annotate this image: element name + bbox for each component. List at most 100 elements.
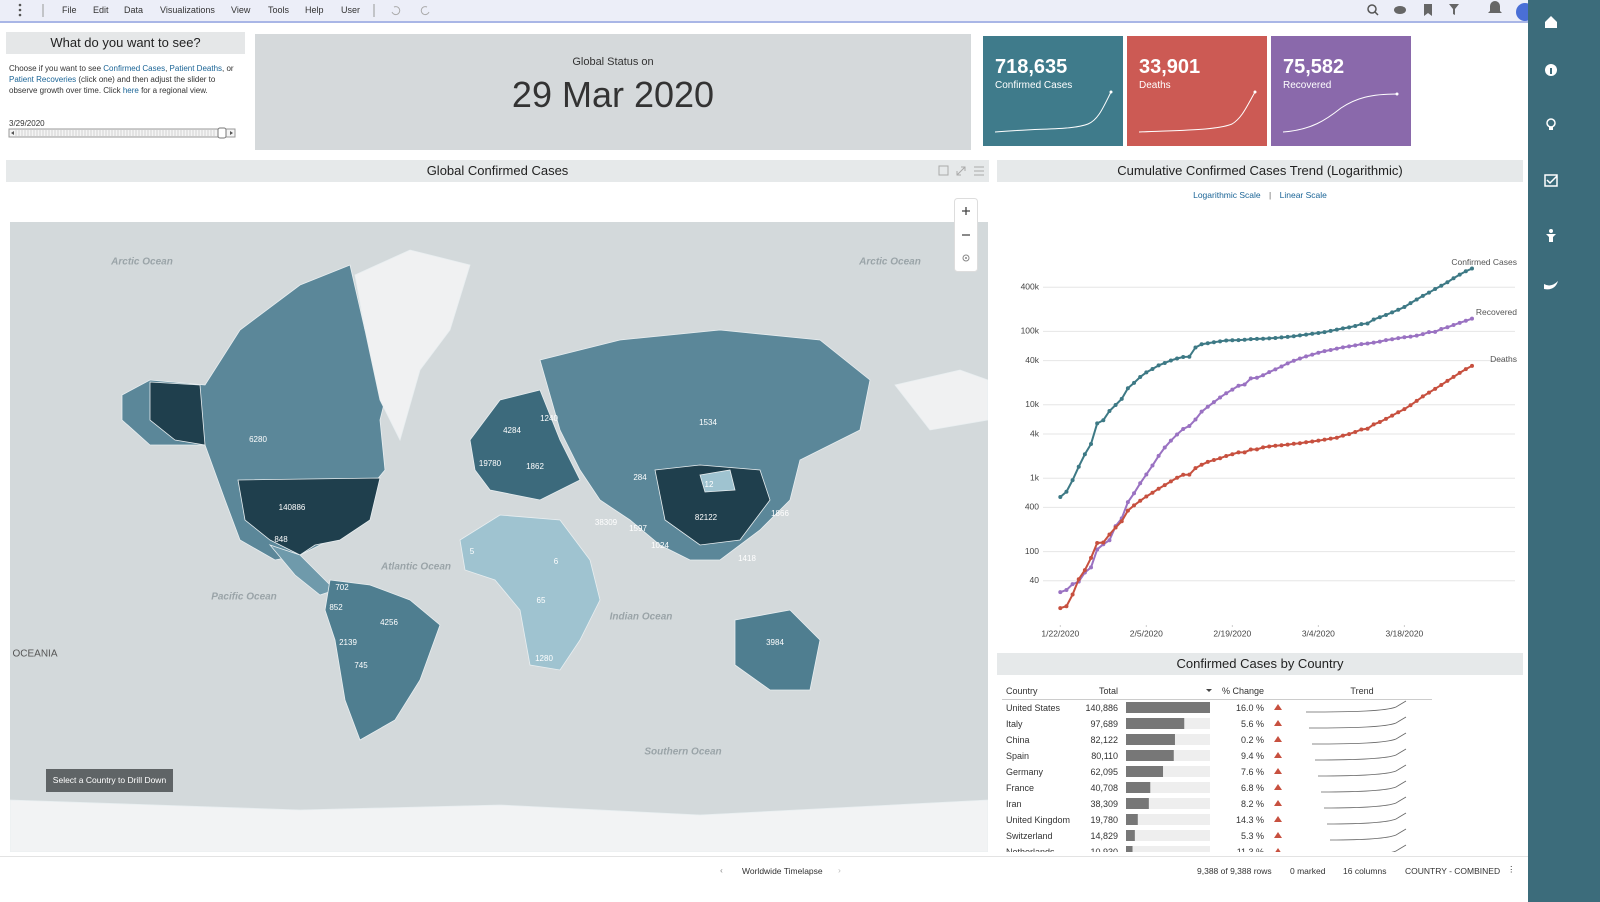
marked-count: 0 marked [1290, 866, 1326, 876]
table-row[interactable]: Netherlands 10,930 11.3 % [1002, 844, 1432, 852]
total-cell: 62,095 [1090, 767, 1119, 777]
trend-cell [1292, 700, 1432, 717]
table-row[interactable]: United States 140,886 16.0 % [1002, 700, 1432, 717]
panel-icons[interactable] [937, 165, 987, 177]
country-count: 6280 [249, 435, 267, 444]
up-arrow [1274, 784, 1283, 790]
linear-scale-link[interactable]: Linear Scale [1279, 190, 1327, 200]
intro-title: What do you want to see? [6, 32, 245, 54]
table-row[interactable]: China 82,122 0.2 % [1002, 732, 1432, 748]
data-point [1469, 266, 1474, 271]
data-point [1457, 272, 1462, 277]
data-point [1261, 336, 1266, 341]
bar-cell [1122, 796, 1216, 812]
intro-link[interactable]: Patient Deaths [169, 64, 223, 73]
country-cell: Italy [1006, 719, 1023, 729]
table-row[interactable]: France 40,708 6.8 % [1002, 780, 1432, 796]
country-count: 1866 [771, 509, 789, 518]
drill-down-button[interactable]: Select a Country to Drill Down [46, 769, 173, 792]
menu-item[interactable]: View [231, 5, 251, 15]
data-point [1273, 335, 1278, 340]
country-count: 284 [633, 473, 647, 482]
undo-redo[interactable] [370, 0, 440, 21]
track [1126, 813, 1211, 825]
side-icons[interactable] [1528, 0, 1600, 320]
arrow-cell [1268, 748, 1292, 764]
data-view[interactable]: COUNTRY - COMBINED [1405, 866, 1501, 876]
data-point [1334, 327, 1339, 332]
data-point [1070, 478, 1075, 483]
intro-link[interactable]: here [122, 86, 139, 95]
table-row[interactable]: United Kingdom 19,780 14.3 % [1002, 812, 1432, 828]
row-count: 9,388 of 9,388 rows [1197, 866, 1272, 876]
arrow-icon [1274, 720, 1283, 726]
total-cell: 10,930 [1090, 847, 1119, 852]
trend-line [1324, 796, 1407, 809]
kpi-card[interactable]: 75,582 Recovered [1271, 36, 1411, 146]
country-count: 2139 [339, 638, 357, 647]
table-row[interactable]: Spain 80,110 9.4 % [1002, 748, 1432, 764]
toolbar-icons[interactable] [1360, 0, 1528, 21]
data-point [1469, 316, 1474, 321]
data-point [1058, 590, 1063, 595]
data-point [1371, 317, 1376, 322]
trend-sparkline [1324, 796, 1407, 809]
menu-item[interactable]: File [62, 5, 77, 15]
country-cell: Spain [1006, 751, 1030, 761]
menu-item[interactable]: Tools [268, 5, 290, 15]
next-button[interactable]: › [838, 865, 841, 875]
data-point [1371, 422, 1376, 427]
intro-link[interactable]: Confirmed Cases [103, 64, 166, 73]
column-header[interactable]: Total [1074, 683, 1123, 700]
zoom-controls[interactable] [954, 198, 978, 272]
data-point [1279, 364, 1284, 369]
data-point [1168, 438, 1173, 443]
data-point [1230, 452, 1235, 457]
more-menu[interactable]: ⋮ [1507, 864, 1516, 874]
data-point [1101, 418, 1106, 423]
data-point [1205, 459, 1210, 464]
track [1126, 765, 1211, 777]
kpi-value: 33,901 [1139, 56, 1201, 78]
ocean-label: Atlantic Ocean [380, 562, 451, 573]
data-point [1445, 378, 1450, 383]
kpi-card[interactable]: 718,635 Confirmed Cases [983, 36, 1123, 146]
world-map[interactable]: Arctic Ocean Arctic Ocean Atlantic Ocean Pa… [10, 222, 988, 852]
data-point [1304, 354, 1309, 359]
data-point [1261, 445, 1266, 450]
change-cell: 8.2 % [1241, 799, 1265, 809]
table-row[interactable]: Italy 97,689 5.6 % [1002, 716, 1432, 732]
data-point [1414, 297, 1419, 302]
data-point [1451, 374, 1456, 379]
arrow-icon [1274, 704, 1283, 710]
country-count: 745 [354, 661, 368, 670]
data-point [1359, 322, 1364, 327]
data-point [1064, 604, 1069, 609]
total-cell: 40,708 [1090, 783, 1119, 793]
data-point [1340, 433, 1345, 438]
table-row[interactable]: Switzerland 14,829 5.3 % [1002, 828, 1432, 844]
menu-item[interactable]: Edit [93, 5, 109, 15]
table: Country Total % Change Trend United Stat… [1002, 683, 1432, 852]
data-point [1156, 363, 1161, 368]
table-row[interactable]: Iran 38,309 8.2 % [1002, 796, 1432, 812]
intro-text-part: for a regional view. [138, 86, 208, 95]
intro-link[interactable]: Patient Recoveries [9, 75, 77, 84]
data-point [1316, 350, 1321, 355]
total-bar [1126, 845, 1133, 852]
menu-item[interactable]: Visualizations [160, 5, 215, 15]
page-nav[interactable]: Worldwide Timelapse [742, 866, 823, 876]
date-slider[interactable] [8, 127, 238, 139]
table-row[interactable]: Germany 62,095 7.6 % [1002, 764, 1432, 780]
kpi-card[interactable]: 33,901 Deaths [1127, 36, 1267, 146]
menu-item[interactable]: User [341, 5, 361, 15]
log-scale-link[interactable]: Logarithmic Scale [1193, 190, 1261, 200]
column-header[interactable]: % Change [1216, 683, 1269, 700]
column-header[interactable]: Country [1002, 683, 1075, 700]
total-bar [1126, 813, 1138, 825]
column-header[interactable]: Trend [1292, 683, 1432, 700]
menu-item[interactable]: Data [124, 5, 144, 15]
menu-item[interactable]: Help [305, 5, 324, 15]
prev-button[interactable]: ‹ [720, 865, 723, 875]
sort-header[interactable] [1122, 683, 1217, 700]
